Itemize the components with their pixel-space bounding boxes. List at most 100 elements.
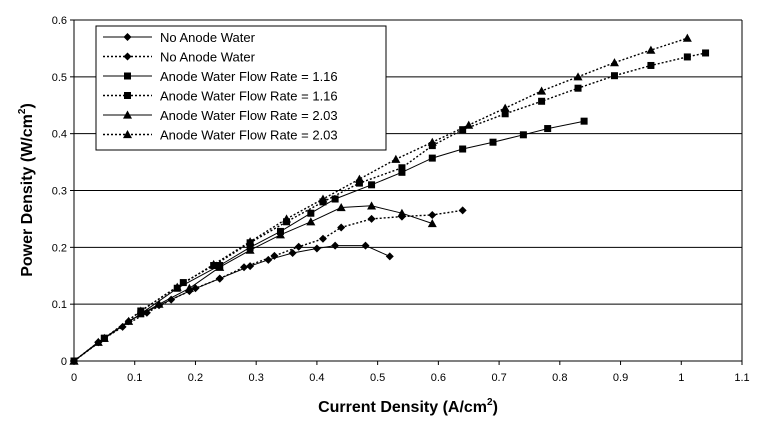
data-point-triangle [336,203,346,212]
legend-label: Anode Water Flow Rate = 1.16 [160,69,338,84]
data-point-square [331,195,339,203]
y-tick-label: 0.2 [52,242,67,254]
data-point-triangle [573,72,583,81]
data-point-triangle [391,154,401,163]
data-point-square [459,126,467,134]
series-5 [69,201,437,365]
data-point-triangle [682,33,692,42]
x-tick-label: 0.3 [249,372,264,384]
legend-entry: Anode Water Flow Rate = 1.16 [103,69,338,84]
data-point-triangle [245,245,255,254]
data-point-triangle [245,237,255,246]
data-point-square [580,117,588,125]
data-point-square [179,279,187,287]
data-point-triangle [282,214,292,223]
data-point-diamond [337,223,346,232]
y-tick-label: 0 [61,356,67,368]
data-point-diamond [312,244,321,253]
data-point-triangle [318,194,328,203]
data-point-triangle [275,230,285,239]
data-point-diamond [246,262,255,271]
data-point-triangle [69,356,79,365]
data-point-square [307,209,315,217]
data-point-square [398,168,406,176]
y-tick-label: 0.5 [52,72,67,84]
data-point-triangle [184,283,194,292]
data-point-diamond [428,210,437,219]
x-tick-label: 0.8 [552,372,567,384]
data-point-square [544,125,552,133]
x-axis-title: Current Density (A/cm2) [318,397,498,416]
data-point-diamond [191,284,200,293]
data-point-triangle [397,208,407,217]
x-tick-label: 0.6 [431,372,446,384]
data-point-diamond [240,263,249,272]
y-tick-labels: 0 0.1 0.2 0.3 0.4 0.5 0.6 [52,15,67,368]
data-point-diamond [264,255,273,264]
legend-marker-square [124,72,131,80]
data-point-diamond [361,241,370,250]
data-point-triangle [537,86,547,95]
data-point-triangle [367,201,377,210]
data-point-square [574,84,582,92]
data-point-triangle [93,337,103,346]
data-point-triangle [500,103,510,112]
x-tick-label: 1 [678,372,684,384]
y-tick-label: 0.6 [52,15,67,27]
x-tick-label: 0.2 [188,372,203,384]
legend-entry: No Anode Water [103,50,256,65]
data-point-triangle [609,58,619,67]
data-point-square [501,110,509,118]
data-point-square [398,164,406,172]
series-line [73,209,463,362]
data-point-diamond [458,206,467,215]
data-point-diamond [270,251,279,260]
x-tick-label: 0.9 [613,372,628,384]
data-point-triangle [464,120,474,129]
legend-entry: Anode Water Flow Rate = 1.16 [103,89,338,104]
legend-marker-triangle [123,130,132,139]
data-point-diamond [331,241,340,250]
x-tick-label: 0.7 [491,372,506,384]
x-tick-label: 0.1 [127,372,142,384]
data-point-triangle [154,299,164,308]
data-point-triangle [427,137,437,146]
legend-label: No Anode Water [160,50,256,65]
data-point-diamond [294,242,303,251]
data-point-diamond [288,249,297,258]
data-point-square [647,61,655,69]
data-point-triangle [136,306,146,315]
data-point-square [538,97,546,105]
x-tick-label: 0 [71,372,77,384]
legend-label: Anode Water Flow Rate = 1.16 [160,89,338,104]
data-point-triangle [99,333,109,342]
legend-marker-triangle [123,110,132,119]
legend-entry: Anode Water Flow Rate = 2.03 [103,108,338,123]
y-axis-title: Power Density (W/cm2) [17,103,36,277]
x-tick-label: 1.1 [734,372,749,384]
data-point-diamond [215,274,224,283]
data-point-triangle [354,174,364,183]
legend-marker-diamond [123,52,132,61]
data-point-triangle [209,259,219,268]
data-point-square [489,138,497,146]
data-point-diamond [318,234,327,243]
y-tick-label: 0.1 [52,299,67,311]
data-point-diamond [167,295,176,304]
series-group [69,33,710,365]
y-tick-label: 0.4 [52,129,67,141]
legend-label: Anode Water Flow Rate = 2.03 [160,128,338,143]
data-point-triangle [172,282,182,291]
legend: No Anode Water No Anode Water Anode Water … [95,25,387,151]
axes [70,19,743,365]
x-tick-label: 0.5 [370,372,385,384]
legend-marker-square [124,92,131,99]
data-point-square [368,181,376,189]
data-point-diamond [385,252,394,261]
data-point-triangle [124,316,134,325]
legend-marker-diamond [123,33,132,41]
data-point-triangle [306,217,316,226]
data-point-triangle [427,218,437,228]
x-tick-label: 0.4 [309,372,324,384]
